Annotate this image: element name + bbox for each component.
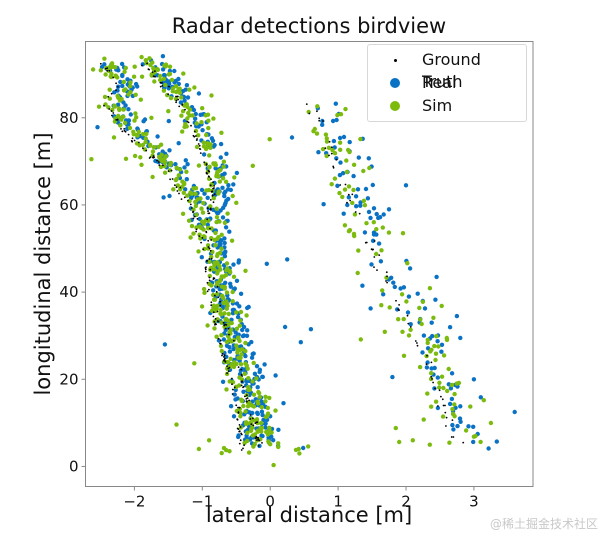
x-tick-label: 1 [333,493,343,511]
x-tick-label: 2 [401,493,411,511]
scatter-points [89,54,517,468]
y-axis-ticks: 0 20 40 60 80 [59,109,86,475]
y-tick-label: 20 [59,370,78,388]
sim-marker-icon [390,101,400,111]
real-marker-icon [390,78,400,88]
legend-label: Sim [422,96,453,115]
chart-title: Radar detections birdview [171,14,447,38]
x-axis-ticks: −2 −1 0 1 2 3 [123,486,479,511]
x-tick-label: 0 [265,493,275,511]
x-axis-label: lateral distance [m] [205,503,413,527]
legend-item-ground-truth: Ground Truth [368,49,526,91]
y-tick-label: 60 [59,196,78,214]
x-tick-label: −1 [191,493,213,511]
y-tick-label: 0 [69,457,79,475]
x-tick-label: 3 [469,493,479,511]
legend-label: Ground Truth [422,50,481,91]
y-tick-label: 40 [59,283,78,301]
axes-frame [85,41,534,487]
legend-item-real: Real [368,72,526,94]
x-tick-label: −2 [123,493,145,511]
legend-label: Real [422,73,457,92]
ground-truth-marker-icon [394,59,397,62]
watermark: @稀土掘金技术社区 [489,517,598,531]
legend-item-sim: Sim [368,95,526,117]
legend: Ground Truth Real Sim [367,44,527,122]
y-tick-label: 80 [59,109,78,127]
